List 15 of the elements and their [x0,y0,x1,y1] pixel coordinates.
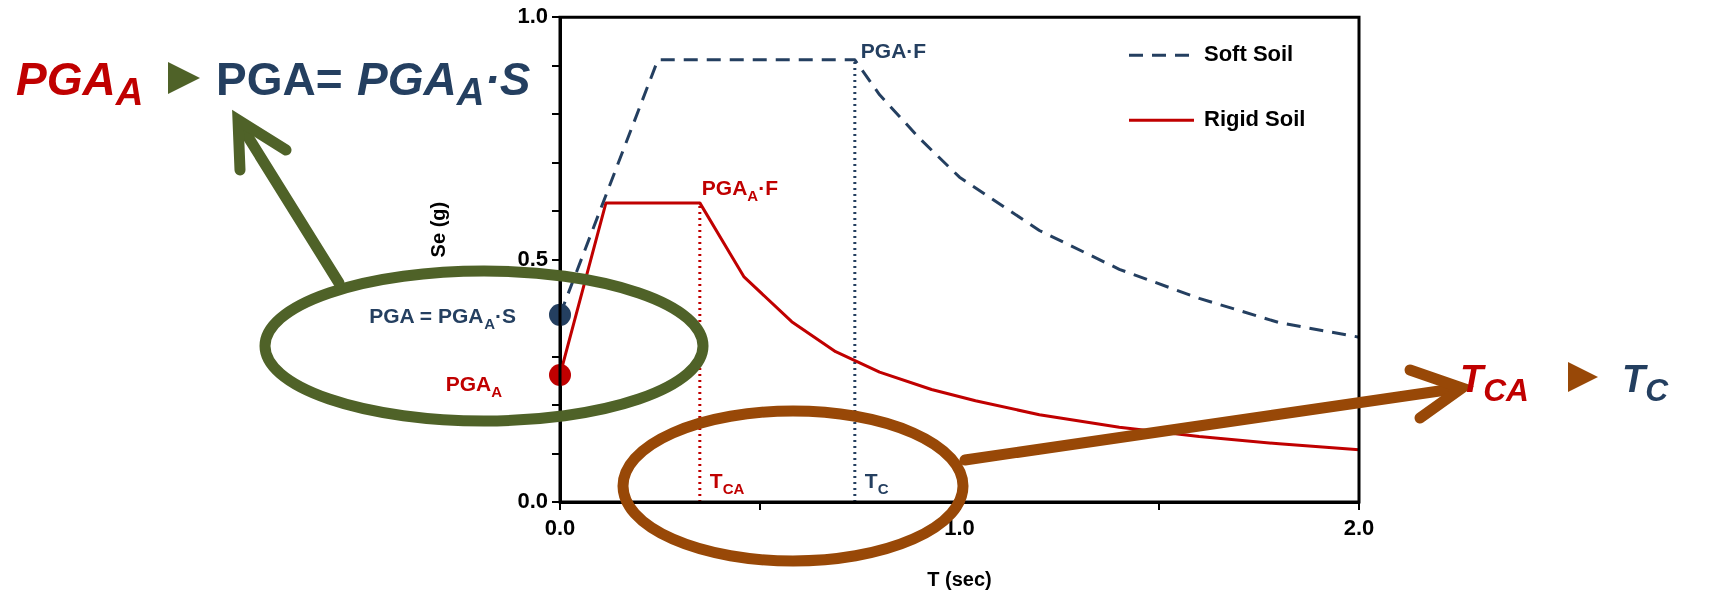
text: PGA$_{A}$·S [357,53,531,114]
x-tick-label: 0.0 [544,515,576,541]
legend-label: Rigid Soil [1204,106,1306,132]
text: PGA= [216,53,343,105]
x-tick-label: 2.0 [1343,515,1375,541]
x-axis-title: T (sec) [927,567,992,590]
text: T$_{CA}$ [1460,358,1529,408]
y-tick-label: 0.0 [517,488,548,514]
y-tick-label: 0.5 [517,245,548,271]
y-tick-label: 1.0 [517,3,548,29]
annotation: PGA·F [860,38,927,62]
text: T$_{C}$ [1622,358,1669,408]
legend-label: Soft Soil [1204,41,1294,67]
text: PGA$_{A}$ [16,53,144,114]
y-axis-title: Se (g) [427,201,449,258]
